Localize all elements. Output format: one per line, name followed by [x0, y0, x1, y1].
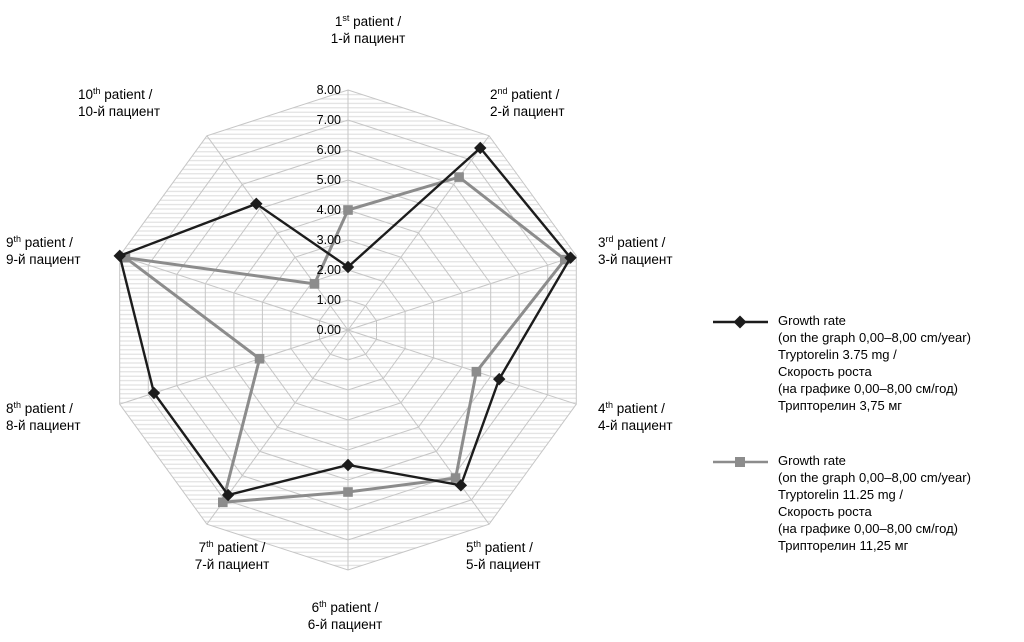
axis-label-en: 1st patient /	[335, 13, 402, 29]
axis-label-ru: 5-й пациент	[466, 557, 541, 572]
axis-label-ru: 10-й пациент	[78, 104, 160, 119]
axis-label-en: 2nd patient /	[490, 86, 560, 102]
grid-spoke	[347, 329, 577, 405]
radial-tick-label: 8.00	[317, 83, 341, 97]
grid-spoke	[119, 255, 349, 331]
radial-tick-label: 7.00	[317, 113, 341, 127]
axis-label-ru: 6-й пациент	[308, 617, 383, 632]
marker-diamond-icon	[474, 141, 487, 155]
radial-tick-label: 5.00	[317, 173, 341, 187]
axis-label-ru: 4-й пациент	[598, 418, 673, 433]
axis-label-ru: 2-й пациент	[490, 104, 565, 119]
axis-label-en: 3rd patient /	[598, 234, 666, 250]
marker-square-icon	[471, 366, 482, 377]
marker-diamond-icon	[454, 479, 468, 492]
marker-diamond-icon	[493, 372, 506, 386]
axis-label-en: 7th patient /	[199, 539, 266, 555]
marker-diamond-icon	[147, 386, 161, 400]
axis-label-en: 4th patient /	[598, 400, 665, 416]
marker-diamond-icon	[341, 458, 355, 472]
marker-square-icon	[218, 497, 228, 508]
axis-label-en: 8th patient /	[6, 400, 73, 416]
marker-diamond-icon	[564, 251, 577, 264]
axis-label-en: 10th patient /	[78, 86, 153, 102]
marker-square-icon	[454, 172, 464, 182]
marker-diamond-icon	[250, 197, 263, 210]
marker-square-icon	[450, 473, 461, 483]
marker-square-icon	[343, 205, 353, 215]
legend-marker-square-icon	[713, 457, 768, 467]
radial-tick-label: 4.00	[317, 203, 341, 217]
legend-item-1: Growth rate (on the graph 0,00–8,00 cm/ye…	[712, 312, 971, 414]
grid-spoke	[347, 329, 490, 525]
marker-square-icon	[560, 254, 570, 265]
legend-marker-diamond-icon	[713, 315, 768, 329]
axis-label-ru: 8-й пациент	[6, 418, 81, 433]
marker-square-icon	[120, 252, 131, 263]
radial-tick-label: 6.00	[317, 143, 341, 157]
legend-label-2: Growth rate (on the graph 0,00–8,00 cm/ye…	[778, 453, 971, 553]
marker-square-icon	[309, 279, 320, 289]
radar-chart: 0.00 1.00 2.00 3.00 4.00 5.00 6.00 7.00 8.00 1st …	[6, 13, 673, 632]
marker-square-icon	[254, 353, 265, 364]
grid-spoke	[347, 135, 490, 331]
axis-label-en: 5th patient /	[466, 539, 533, 555]
radial-tick-label: 2.00	[317, 263, 341, 277]
legend-item-2: Growth rate (on the graph 0,00–8,00 cm/ye…	[712, 452, 971, 554]
axis-label-en: 6th patient /	[312, 599, 379, 615]
radial-tick-label: 1.00	[317, 293, 341, 307]
axis-label-ru: 9-й пациент	[6, 252, 81, 267]
marker-diamond-icon	[221, 488, 235, 502]
axis-label-ru: 7-й пациент	[195, 557, 270, 572]
axis-label-en: 9th patient /	[6, 234, 73, 250]
radial-tick-label: 0.00	[317, 323, 341, 337]
legend: Growth rate (on the graph 0,00–8,00 cm/ye…	[712, 312, 971, 554]
marker-diamond-icon	[341, 260, 355, 274]
axis-label-ru: 3-й пациент	[598, 252, 673, 267]
grid-spoke	[206, 135, 349, 331]
legend-label-1: Growth rate (on the graph 0,00–8,00 cm/ye…	[778, 313, 971, 413]
axis-label-ru: 1-й пациент	[331, 31, 406, 46]
grid-spoke	[347, 255, 577, 331]
marker-square-icon	[343, 487, 353, 497]
marker-diamond-icon	[113, 249, 126, 263]
radial-tick-label: 3.00	[317, 233, 341, 247]
